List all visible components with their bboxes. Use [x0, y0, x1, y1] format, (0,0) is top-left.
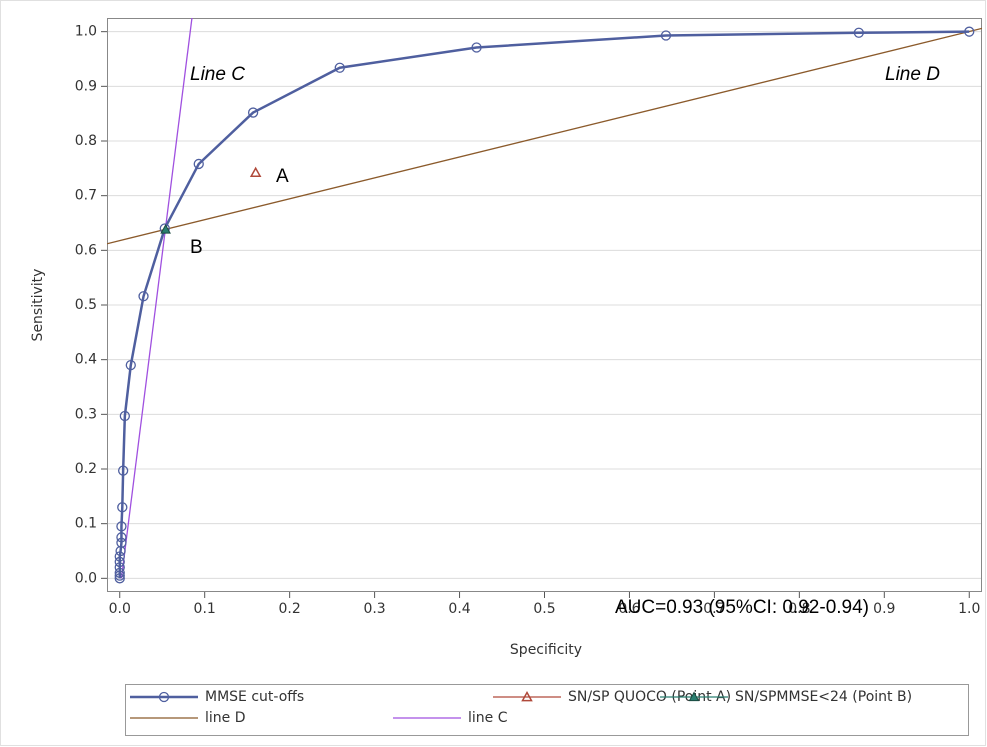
legend-box	[125, 684, 969, 736]
marker	[125, 359, 136, 371]
series-line	[107, 27, 982, 245]
legend-label: line D	[205, 710, 246, 726]
marker	[114, 570, 125, 581]
annotation: B	[190, 237, 203, 258]
x-tick-label: 0.0	[109, 601, 131, 617]
y-tick-label: 0.1	[75, 516, 97, 532]
marker	[660, 30, 672, 41]
x-tick-label: 1.0	[958, 601, 980, 617]
marker	[114, 556, 125, 568]
y-tick-label: 1.0	[75, 24, 97, 40]
marker	[249, 166, 262, 178]
annotation: Line C	[190, 64, 245, 85]
marker	[247, 107, 259, 118]
y-axis-label: Sensitivity	[30, 269, 46, 342]
annotation: Line D	[885, 64, 940, 85]
y-tick-label: 0.9	[75, 78, 97, 94]
y-tick-label: 0.8	[75, 133, 97, 149]
y-tick-label: 0.4	[75, 352, 97, 368]
marker	[158, 691, 170, 703]
marker	[138, 291, 149, 302]
x-tick-label: 0.1	[194, 601, 216, 617]
legend-label: MMSE cut-offs	[205, 689, 304, 705]
marker	[116, 537, 127, 548]
marker	[853, 27, 864, 38]
marker	[116, 521, 127, 532]
x-tick-label: 0.6	[618, 601, 640, 617]
marker	[115, 545, 126, 557]
marker	[521, 690, 533, 702]
marker	[471, 42, 482, 53]
x-tick-label: 0.4	[448, 601, 470, 617]
series-line	[118, 30, 970, 579]
marker	[114, 551, 125, 562]
y-tick-label: 0.0	[75, 570, 97, 586]
plot-frame	[107, 18, 982, 592]
x-tick-label: 0.7	[703, 601, 725, 617]
y-tick-label: 0.6	[75, 242, 97, 258]
marker	[117, 465, 129, 476]
y-tick-label: 0.7	[75, 188, 97, 204]
legend-label: line C	[468, 710, 508, 726]
marker	[964, 26, 975, 37]
y-tick-label: 0.5	[75, 297, 97, 313]
marker	[334, 62, 345, 73]
marker	[193, 158, 204, 170]
marker	[688, 691, 700, 702]
x-tick-label: 0.5	[533, 601, 555, 617]
y-tick-label: 0.3	[75, 406, 97, 422]
x-axis-label: Specificity	[510, 642, 582, 658]
x-tick-label: 0.8	[788, 601, 810, 617]
marker	[119, 410, 130, 422]
x-tick-label: 0.3	[363, 601, 385, 617]
plot-area	[107, 18, 982, 584]
x-tick-label: 0.2	[279, 601, 301, 617]
marker	[114, 567, 125, 579]
marker	[160, 224, 171, 234]
x-tick-label: 0.9	[873, 601, 895, 617]
legend-label: SN/SPMMSE<24 (Point B)	[735, 689, 912, 705]
marker	[114, 562, 125, 573]
marker	[114, 573, 125, 584]
series-line	[120, 18, 193, 579]
annotation: A	[276, 166, 289, 187]
marker	[116, 532, 127, 543]
marker	[117, 502, 128, 513]
y-tick-label: 0.2	[75, 461, 97, 477]
annotation: AUC=0.93 (95%CI: 0.92-0.94)	[615, 597, 869, 618]
